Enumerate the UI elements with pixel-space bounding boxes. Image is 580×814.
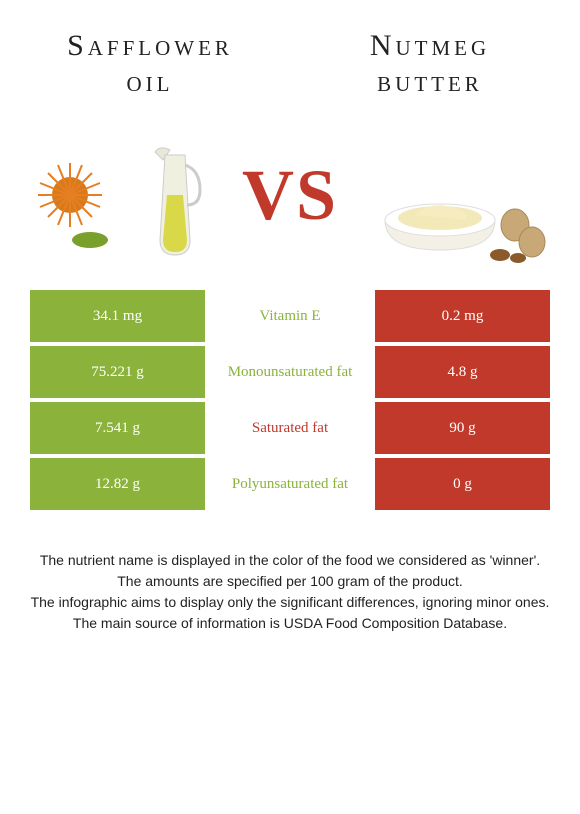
left-value: 34.1 mg	[30, 290, 205, 342]
vs-label: VS	[242, 154, 338, 237]
footer-line: The main source of information is USDA F…	[30, 613, 550, 634]
footer-line: The infographic aims to display only the…	[30, 592, 550, 613]
footer-line: The amounts are specified per 100 gram o…	[30, 571, 550, 592]
table-row: 34.1 mg Vitamin E 0.2 mg	[30, 290, 550, 342]
left-value: 75.221 g	[30, 346, 205, 398]
left-food-title: Safflower oil	[40, 28, 260, 100]
header: Safflower oil Nutmeg butter	[0, 0, 580, 110]
left-value: 7.541 g	[30, 402, 205, 454]
nutrient-label: Monounsaturated fat	[205, 346, 375, 398]
nutrient-label: Vitamin E	[205, 290, 375, 342]
comparison-table: 34.1 mg Vitamin E 0.2 mg 75.221 g Monoun…	[30, 290, 550, 510]
nutrient-label: Polyunsaturated fat	[205, 458, 375, 510]
left-food-image	[30, 120, 220, 270]
nutrient-label: Saturated fat	[205, 402, 375, 454]
left-value: 12.82 g	[30, 458, 205, 510]
right-food-image	[360, 120, 550, 270]
right-value: 4.8 g	[375, 346, 550, 398]
table-row: 75.221 g Monounsaturated fat 4.8 g	[30, 346, 550, 398]
right-food-title: Nutmeg butter	[320, 28, 540, 100]
table-row: 12.82 g Polyunsaturated fat 0 g	[30, 458, 550, 510]
right-value: 90 g	[375, 402, 550, 454]
footer-line: The nutrient name is displayed in the co…	[30, 550, 550, 571]
right-value: 0.2 mg	[375, 290, 550, 342]
table-row: 7.541 g Saturated fat 90 g	[30, 402, 550, 454]
right-value: 0 g	[375, 458, 550, 510]
footer-notes: The nutrient name is displayed in the co…	[30, 550, 550, 634]
images-row: VS	[0, 110, 580, 290]
